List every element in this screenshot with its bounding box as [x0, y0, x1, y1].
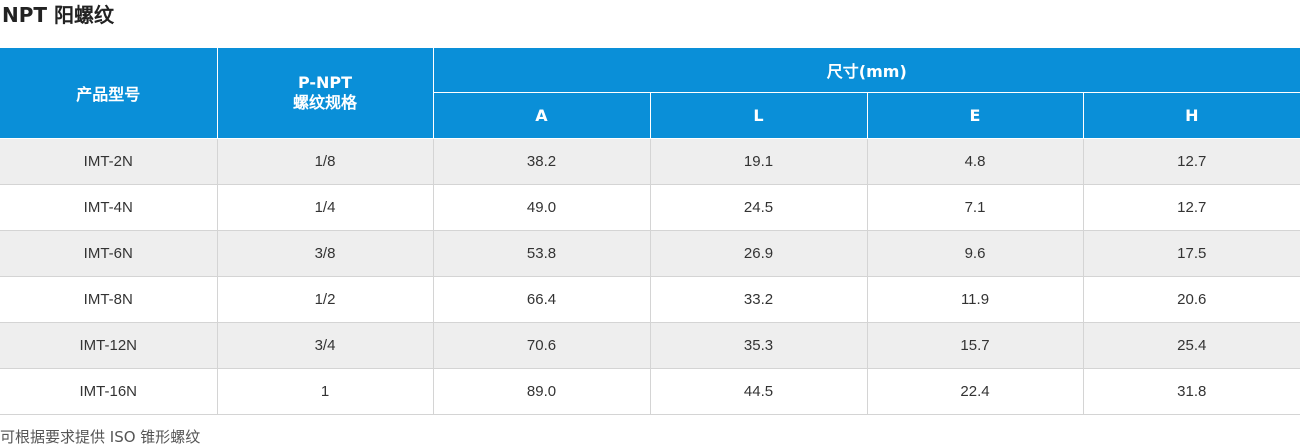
cell-e: 4.8 [867, 138, 1084, 185]
header-dim-h: H [1082, 92, 1300, 139]
cell-a: 49.0 [433, 184, 651, 231]
cell-model: IMT-8N [0, 276, 218, 323]
cell-l: 44.5 [650, 368, 868, 415]
cell-l: 33.2 [650, 276, 868, 323]
cell-thread: 1/4 [217, 184, 434, 231]
header-dimensions-group: 尺寸(mm) [432, 48, 1300, 93]
cell-model: IMT-12N [0, 322, 218, 369]
header-model: 产品型号 [0, 48, 218, 139]
header-thread: P-NPT 螺纹规格 [216, 48, 434, 139]
cell-e: 7.1 [867, 184, 1084, 231]
cell-e: 22.4 [867, 368, 1084, 415]
cell-e: 9.6 [867, 230, 1084, 277]
spec-table: 产品型号 P-NPT 螺纹规格 尺寸(mm) A L E H IMT-2N 1/8… [0, 48, 1300, 415]
cell-l: 35.3 [650, 322, 868, 369]
cell-thread: 1/2 [217, 276, 434, 323]
footnote: 可根据要求提供 ISO 锥形螺纹 [0, 428, 201, 446]
page-title: NPT 阳螺纹 [2, 3, 115, 27]
table-body: IMT-2N 1/8 38.2 19.1 4.8 12.7 IMT-4N 1/4 49.0 24.… [0, 138, 1300, 415]
cell-h: 17.5 [1083, 230, 1300, 277]
table-row: IMT-12N 3/4 70.6 35.3 15.7 25.4 [0, 322, 1300, 369]
cell-l: 26.9 [650, 230, 868, 277]
cell-e: 11.9 [867, 276, 1084, 323]
cell-a: 70.6 [433, 322, 651, 369]
cell-a: 38.2 [433, 138, 651, 185]
cell-h: 31.8 [1083, 368, 1300, 415]
cell-h: 12.7 [1083, 138, 1300, 185]
header-dim-l: L [649, 92, 868, 139]
cell-a: 53.8 [433, 230, 651, 277]
cell-model: IMT-4N [0, 184, 218, 231]
cell-h: 25.4 [1083, 322, 1300, 369]
cell-thread: 3/8 [217, 230, 434, 277]
cell-l: 19.1 [650, 138, 868, 185]
cell-model: IMT-2N [0, 138, 218, 185]
cell-model: IMT-16N [0, 368, 218, 415]
cell-thread: 3/4 [217, 322, 434, 369]
header-thread-line1: P-NPT [297, 73, 353, 92]
cell-thread: 1 [217, 368, 434, 415]
cell-h: 20.6 [1083, 276, 1300, 323]
table-row: IMT-2N 1/8 38.2 19.1 4.8 12.7 [0, 138, 1300, 185]
cell-a: 89.0 [433, 368, 651, 415]
table-header: 产品型号 P-NPT 螺纹规格 尺寸(mm) A L E H [0, 48, 1300, 139]
table-row: IMT-8N 1/2 66.4 33.2 11.9 20.6 [0, 276, 1300, 323]
header-dim-e: E [866, 92, 1084, 139]
table-row: IMT-16N 1 89.0 44.5 22.4 31.8 [0, 368, 1300, 415]
table-row: IMT-6N 3/8 53.8 26.9 9.6 17.5 [0, 230, 1300, 277]
header-dim-a: A [433, 92, 651, 139]
cell-model: IMT-6N [0, 230, 218, 277]
cell-a: 66.4 [433, 276, 651, 323]
cell-thread: 1/8 [217, 138, 434, 185]
cell-h: 12.7 [1083, 184, 1300, 231]
table-row: IMT-4N 1/4 49.0 24.5 7.1 12.7 [0, 184, 1300, 231]
cell-e: 15.7 [867, 322, 1084, 369]
header-thread-line2: 螺纹规格 [292, 93, 357, 112]
cell-l: 24.5 [650, 184, 868, 231]
spec-table-container: 产品型号 P-NPT 螺纹规格 尺寸(mm) A L E H IMT-2N 1/8… [0, 48, 1300, 415]
